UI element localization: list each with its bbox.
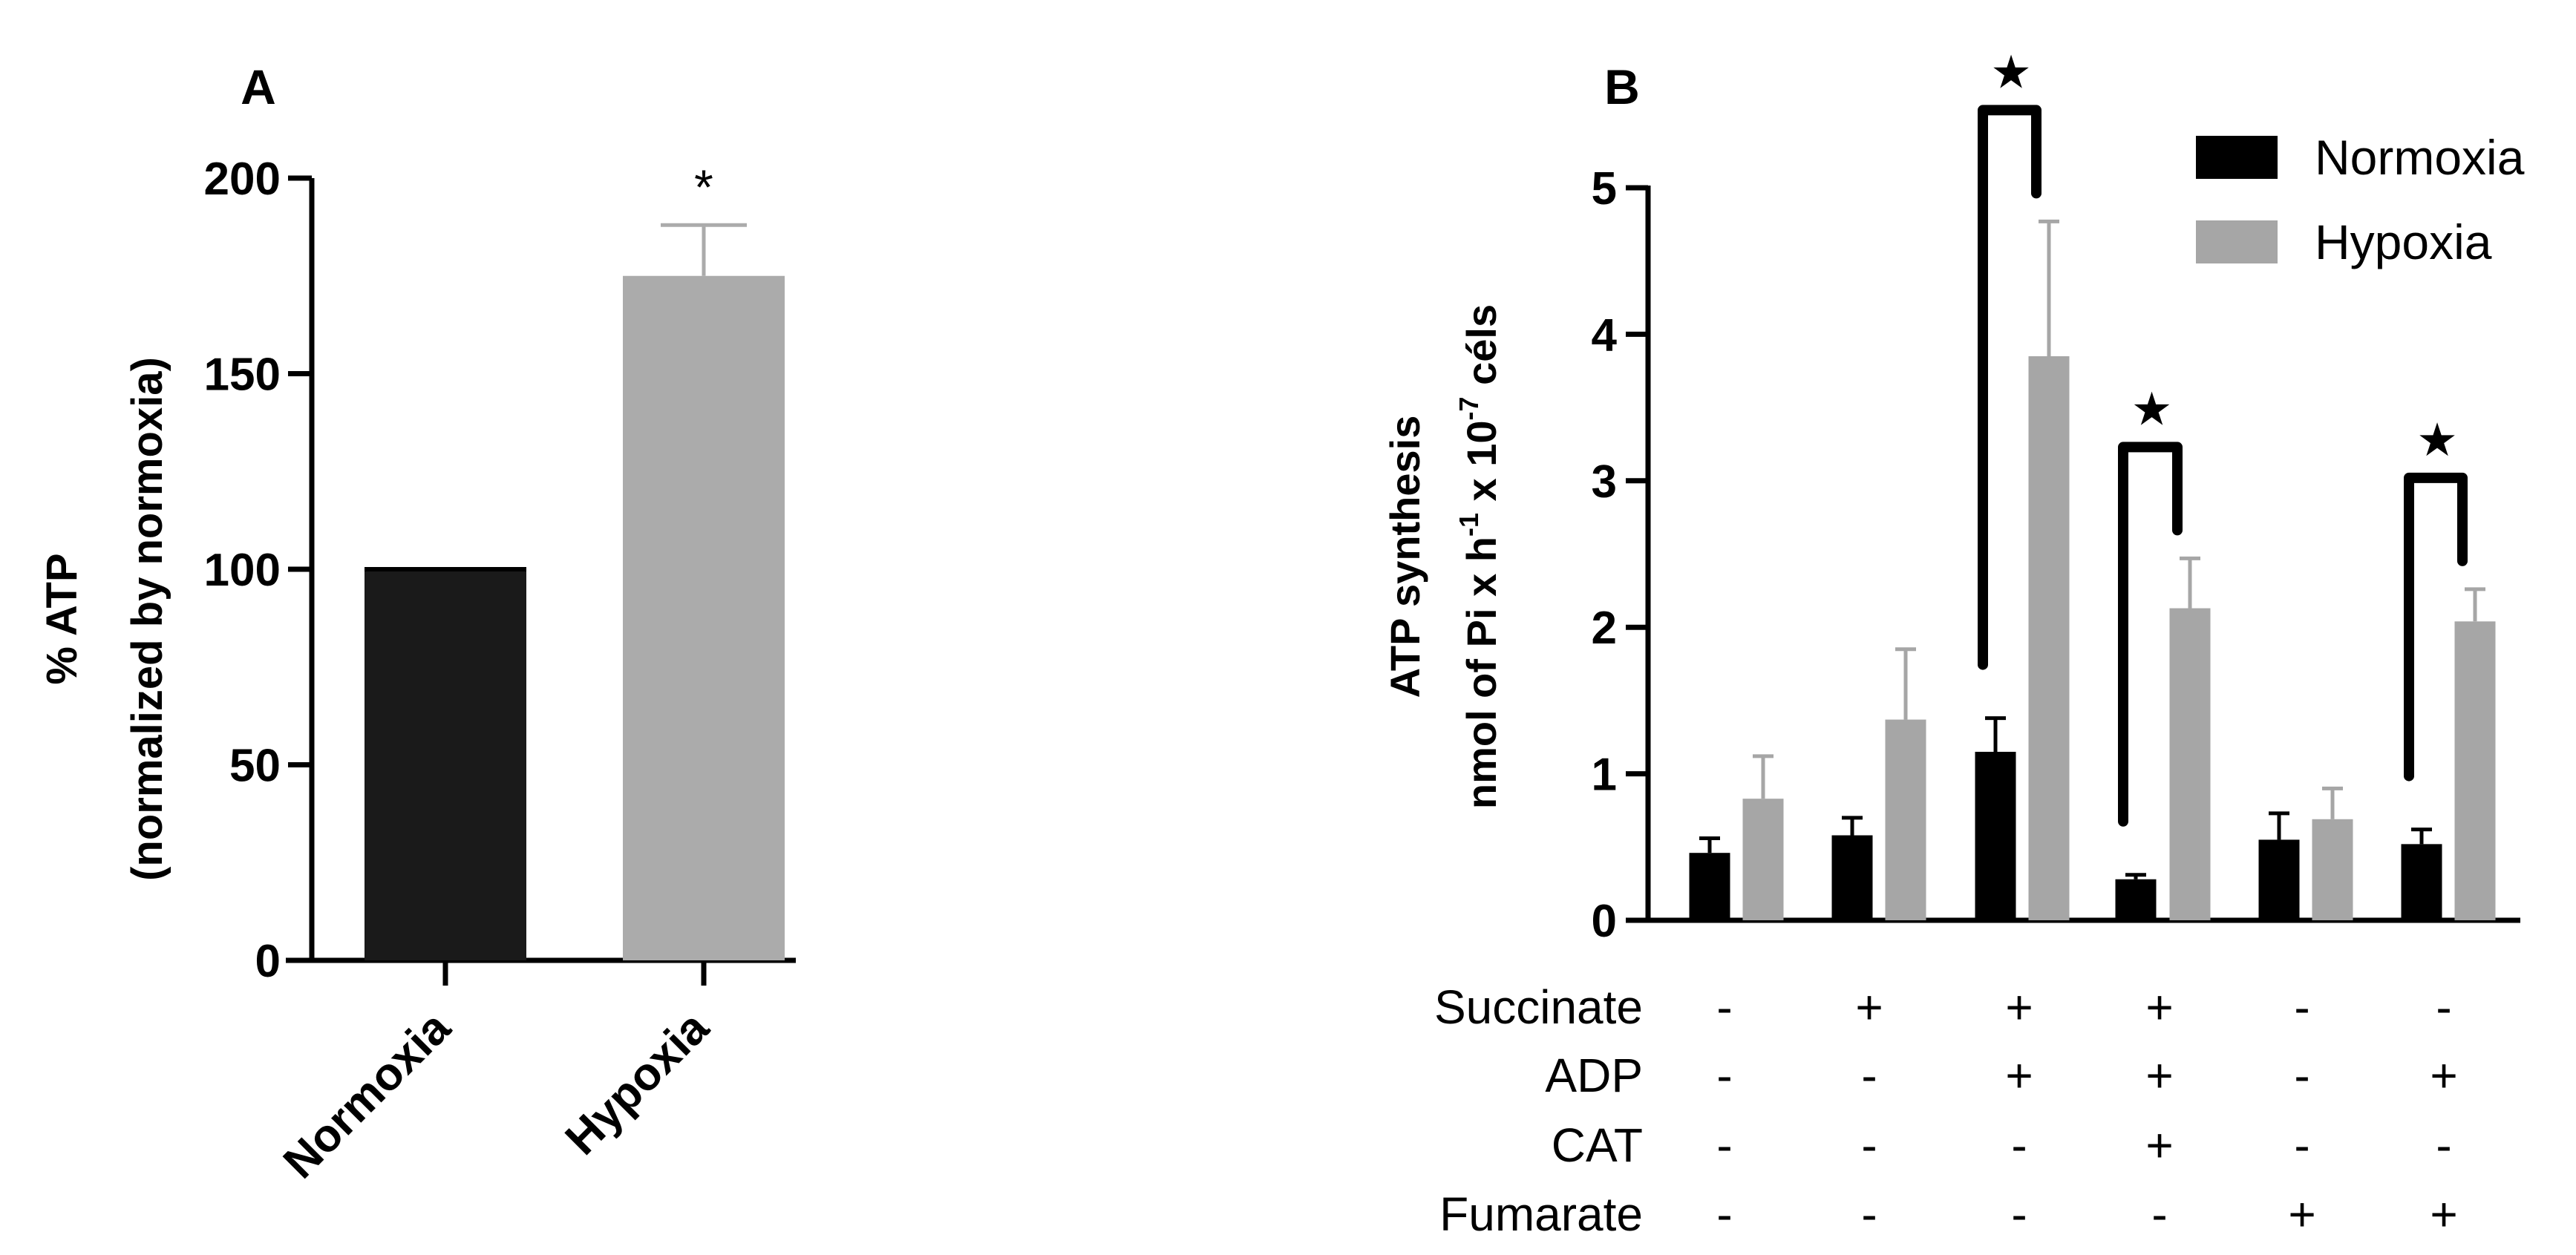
condition-mark: -	[1716, 980, 1732, 1034]
condition-mark: -	[2151, 1187, 2167, 1241]
legend-swatch-normoxia	[2196, 136, 2278, 179]
condition-mark: -	[1716, 1118, 1732, 1172]
panel-a-significance-star: *	[694, 160, 713, 214]
condition-mark: -	[1861, 1049, 1877, 1102]
panel-a-bar	[365, 569, 526, 960]
panel-a-x-tick-label: Normoxia	[274, 1002, 460, 1188]
condition-label: Fumarate	[1439, 1187, 1643, 1241]
panel-a-bar	[623, 275, 785, 960]
panel-b-y-ticks: 0 1 2 3 4 5	[1592, 163, 1648, 947]
panel-b-bar	[1975, 751, 2016, 920]
condition-mark: -	[2436, 980, 2451, 1034]
condition-mark: -	[1716, 1187, 1732, 1241]
condition-mark: -	[1861, 1187, 1877, 1241]
panel-a-x-tick-label: Hypoxia	[556, 1002, 719, 1165]
condition-mark: +	[2145, 1049, 2173, 1102]
panel-b-y-tick-label: 2	[1592, 603, 1617, 654]
panel-b-bar	[1885, 719, 1926, 920]
condition-mark: -	[1716, 1049, 1732, 1102]
panel-b-significance-bracket	[2118, 442, 2183, 827]
panel-a-y-tick-label: 150	[204, 350, 281, 401]
panel-b-bar	[1689, 853, 1730, 920]
condition-mark: +	[2145, 1118, 2173, 1172]
condition-label: Succinate	[1434, 980, 1643, 1034]
condition-mark: -	[2011, 1118, 2027, 1172]
condition-mark: +	[2430, 1187, 2457, 1241]
legend-swatch-hypoxia	[2196, 220, 2278, 263]
y-unit-mid: x 10	[1458, 420, 1505, 513]
panel-b-significance-bracket	[2404, 472, 2468, 781]
y-unit-base: nmol of Pi x h	[1458, 537, 1505, 809]
condition-mark: +	[1855, 980, 1883, 1034]
condition-mark: -	[2294, 1118, 2309, 1172]
panel-a: A % ATP (normalized by normoxia) 0 50 100 1…	[38, 59, 796, 1188]
panel-b-y-tick-label: 5	[1592, 163, 1617, 214]
panel-b-label: B	[1604, 59, 1640, 114]
panel-b-bar	[2258, 839, 2300, 920]
condition-mark: -	[2294, 980, 2309, 1034]
panel-b: B ATP synthesis nmol of Pi x h-1 x 10-7 …	[1382, 47, 2525, 1241]
y-unit-exp2: -7	[1454, 396, 1484, 420]
panel-a-bars: *	[365, 160, 785, 960]
legend-label-normoxia: Normoxia	[2315, 130, 2525, 185]
panel-a-y-tick-label: 50	[229, 741, 281, 792]
panel-b-bar	[2115, 879, 2157, 920]
y-unit-end: céls	[1458, 304, 1505, 397]
panel-a-x-tick-labels: Normoxia Hypoxia	[274, 960, 719, 1188]
panel-a-y-tick-label: 0	[255, 936, 281, 987]
panel-a-y-label-line2: (normalized by normoxia)	[123, 357, 171, 881]
condition-mark: -	[1861, 1118, 1877, 1172]
condition-mark: -	[2294, 1049, 2309, 1102]
condition-label: CAT	[1552, 1118, 1643, 1172]
panel-b-y-tick-label: 4	[1592, 309, 1618, 361]
condition-mark: +	[2005, 980, 2033, 1034]
panel-b-y-tick-label: 1	[1592, 750, 1617, 801]
condition-mark: +	[2430, 1049, 2457, 1102]
panel-b-bar	[1831, 835, 1873, 920]
panel-b-condition-table: Succinate - + + + - - ADP - - + + - + CAT - - - + - - Fumarat…	[1434, 980, 2458, 1241]
panel-a-y-label-line1: % ATP	[38, 553, 86, 684]
panel-b-y-tick-label: 0	[1592, 896, 1617, 947]
panel-a-y-tick-label: 200	[204, 154, 281, 205]
panel-b-bar	[2401, 844, 2442, 920]
condition-mark: +	[2005, 1049, 2033, 1102]
legend: Normoxia Hypoxia	[2196, 130, 2525, 269]
panel-b-significance-star: ★	[1990, 47, 2032, 98]
panel-b-y-label-line2: nmol of Pi x h-1 x 10-7 céls	[1454, 304, 1505, 809]
panel-b-significance: ★ ★ ★	[1978, 47, 2468, 827]
panel-a-y-tick-label: 100	[204, 545, 281, 596]
panel-b-significance-star: ★	[2131, 384, 2173, 435]
panel-b-bars	[1689, 219, 2496, 920]
panel-b-bar	[2169, 608, 2211, 920]
panel-b-bar	[2028, 356, 2070, 920]
condition-mark: +	[2288, 1187, 2315, 1241]
panel-b-y-tick-label: 3	[1592, 456, 1617, 508]
legend-label-hypoxia: Hypoxia	[2315, 214, 2492, 269]
panel-b-bar	[2454, 621, 2496, 920]
condition-label: ADP	[1545, 1049, 1643, 1102]
condition-mark: -	[2011, 1187, 2027, 1241]
panel-a-label: A	[241, 59, 276, 114]
y-unit-exp1: -1	[1454, 513, 1484, 537]
panel-b-significance-bracket	[1978, 105, 2041, 670]
condition-mark: -	[2436, 1118, 2451, 1172]
panel-b-significance-star: ★	[2416, 415, 2458, 466]
panel-a-y-ticks: 0 50 100 150 200	[204, 154, 312, 987]
panel-b-bar	[2312, 819, 2353, 920]
panel-b-y-label-line1: ATP synthesis	[1382, 416, 1428, 698]
panel-b-bar	[1742, 799, 1784, 920]
condition-mark: +	[2145, 980, 2173, 1034]
